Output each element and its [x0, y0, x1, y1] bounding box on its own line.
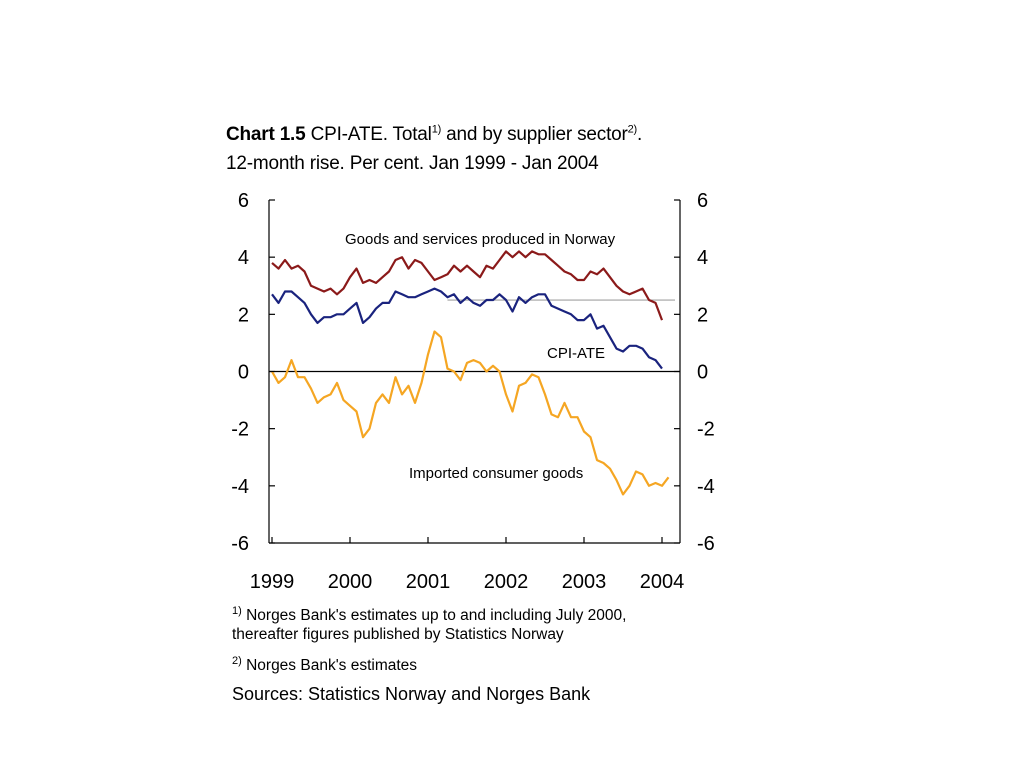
y-tick-label-left-3: 0 [238, 362, 249, 384]
footnote-2-text: Norges Bank's estimates [241, 657, 418, 674]
footnote-1: 1) Norges Bank's estimates up to and inc… [232, 604, 712, 644]
footnotes: 1) Norges Bank's estimates up to and inc… [232, 604, 712, 705]
y-tick-label-left-2: 2 [238, 304, 249, 326]
y-tick-label-right-4: -2 [697, 419, 715, 441]
series-line-0 [271, 250, 664, 321]
axis-layer [268, 199, 681, 544]
x-tick-label-0: 1999 [250, 571, 295, 593]
series-label-domestic: Goods and services produced in Norway [345, 231, 616, 248]
footnote-2-marker: 2) [232, 654, 242, 667]
y-tick-label-left-0: 6 [238, 190, 249, 212]
title-line-1: Chart 1.5 CPI-ATE. Total1) and by suppli… [226, 120, 746, 149]
y-tick-label-right-3: 0 [697, 362, 708, 384]
series-label-cpi-ate: CPI-ATE [547, 345, 605, 362]
series-line-1 [271, 287, 663, 370]
sources-note: Sources: Statistics Norway and Norges Ba… [232, 684, 591, 704]
x-tick-label-5: 2004 [640, 571, 685, 593]
y-tick-label-right-6: -6 [697, 533, 715, 555]
y-tick-label-left-5: -4 [231, 476, 249, 498]
x-tick-label-3: 2002 [484, 571, 529, 593]
title-line-2: 12-month rise. Per cent. Jan 1999 - Jan … [226, 153, 599, 174]
series-layer [271, 250, 670, 496]
title-text-a: CPI-ATE. Total [305, 124, 432, 145]
x-tick-label-4: 2003 [562, 571, 607, 593]
y-tick-label-left-1: 4 [238, 247, 249, 269]
footnote-2: 2) Norges Bank's estimates [232, 654, 712, 675]
title-text-c: . [637, 124, 643, 145]
y-tick-label-right-5: -4 [697, 476, 715, 498]
y-tick-label-left-6: -6 [231, 533, 249, 555]
chart-number: Chart 1.5 [226, 124, 306, 145]
footnote-1-line-2: thereafter figures published by Statisti… [232, 626, 564, 643]
series-line-2 [271, 330, 670, 496]
y-tick-label-right-1: 4 [697, 247, 708, 269]
title-sup-b: 2) [627, 123, 638, 136]
footnote-1-line-1: Norges Bank's estimates up to and includ… [241, 607, 627, 624]
x-tick-label-2: 2001 [406, 571, 451, 593]
y-tick-label-right-0: 6 [697, 190, 708, 212]
title-sup-a: 1) [431, 123, 442, 136]
title-text-b: and by supplier sector [441, 124, 628, 145]
x-tick-label-1: 2000 [328, 571, 373, 593]
series-label-imported: Imported consumer goods [409, 465, 583, 482]
y-tick-label-left-4: -2 [231, 419, 249, 441]
y-tick-label-right-2: 2 [697, 304, 708, 326]
footnote-1-marker: 1) [232, 604, 242, 617]
chart-title: Chart 1.5 CPI-ATE. Total1) and by suppli… [226, 120, 746, 178]
